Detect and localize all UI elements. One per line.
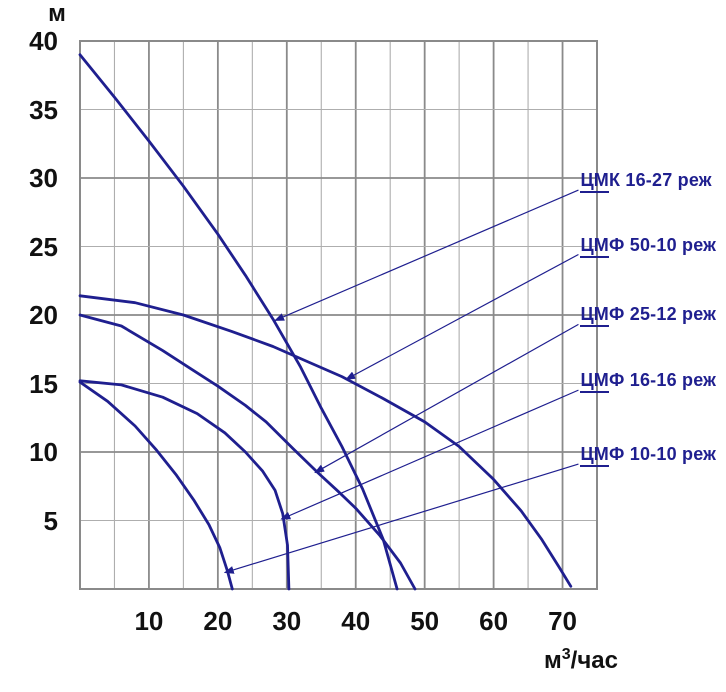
pump-curve-5: [78, 380, 234, 591]
y-tick-label-25: 25: [29, 231, 58, 262]
x-tick-label-70: 70: [548, 606, 577, 636]
x-tick-label-20: 20: [203, 606, 233, 636]
leader-arrow-4: [280, 389, 579, 520]
leader-arrow-1: [274, 189, 579, 322]
curve-label-4[interactable]: ЦМФ 16-16 реж: [580, 370, 717, 394]
x-tick-label-50: 50: [410, 606, 440, 636]
x-tick-label-60: 60: [479, 606, 509, 636]
curve-label-text-part: Ф 25-12 реж: [609, 304, 717, 325]
pump-curve-3: [78, 313, 417, 591]
x-unit-rest: /час: [570, 647, 618, 674]
pump-curve-1: [78, 53, 399, 591]
y-tick-label-40: 40: [29, 26, 58, 56]
x-tick-label-40: 40: [341, 606, 371, 636]
y-tick-label-35: 35: [29, 94, 58, 125]
curve-label-1[interactable]: ЦМК 16-27 реж: [580, 170, 712, 194]
x-unit-superscript: 3: [561, 646, 571, 663]
curve-label-text-part: К 16-27 реж: [609, 170, 712, 191]
curve-label-link-part[interactable]: ЦМ: [580, 370, 609, 394]
x-tick-label-10: 10: [134, 606, 164, 636]
pump-curve-4: [78, 379, 291, 591]
curve-label-text-part: Ф 50-10 реж: [609, 234, 717, 255]
pump-curve-2: [78, 294, 573, 588]
y-tick-label-10: 10: [29, 437, 58, 467]
curve-label-3[interactable]: ЦМФ 25-12 реж: [580, 304, 717, 328]
leader-arrow-3: [314, 323, 579, 474]
curve-label-text-part: Ф 10-10 реж: [609, 444, 717, 465]
leader-arrow-2: [345, 253, 579, 380]
curve-label-text-part: Ф 16-16 реж: [609, 370, 717, 391]
y-tick-label-5: 5: [43, 505, 58, 536]
curve-label-link-part[interactable]: ЦМ: [580, 170, 609, 194]
y-tick-label-15: 15: [29, 368, 58, 399]
leader-arrow-5: [223, 463, 579, 574]
y-axis-title: м: [48, 0, 66, 27]
y-tick-label-20: 20: [29, 300, 58, 330]
curve-label-link-part[interactable]: ЦМ: [580, 304, 609, 328]
curve-label-link-part[interactable]: ЦМ: [580, 234, 609, 258]
curve-label-2[interactable]: ЦМФ 50-10 реж: [580, 234, 717, 258]
curve-label-link-part[interactable]: ЦМ: [580, 444, 609, 468]
curve-label-5[interactable]: ЦМФ 10-10 реж: [580, 444, 717, 468]
x-unit-main: м: [544, 647, 562, 674]
x-axis-unit: м3/час: [544, 646, 618, 675]
y-tick-label-30: 30: [29, 163, 58, 193]
x-tick-label-30: 30: [272, 606, 302, 636]
